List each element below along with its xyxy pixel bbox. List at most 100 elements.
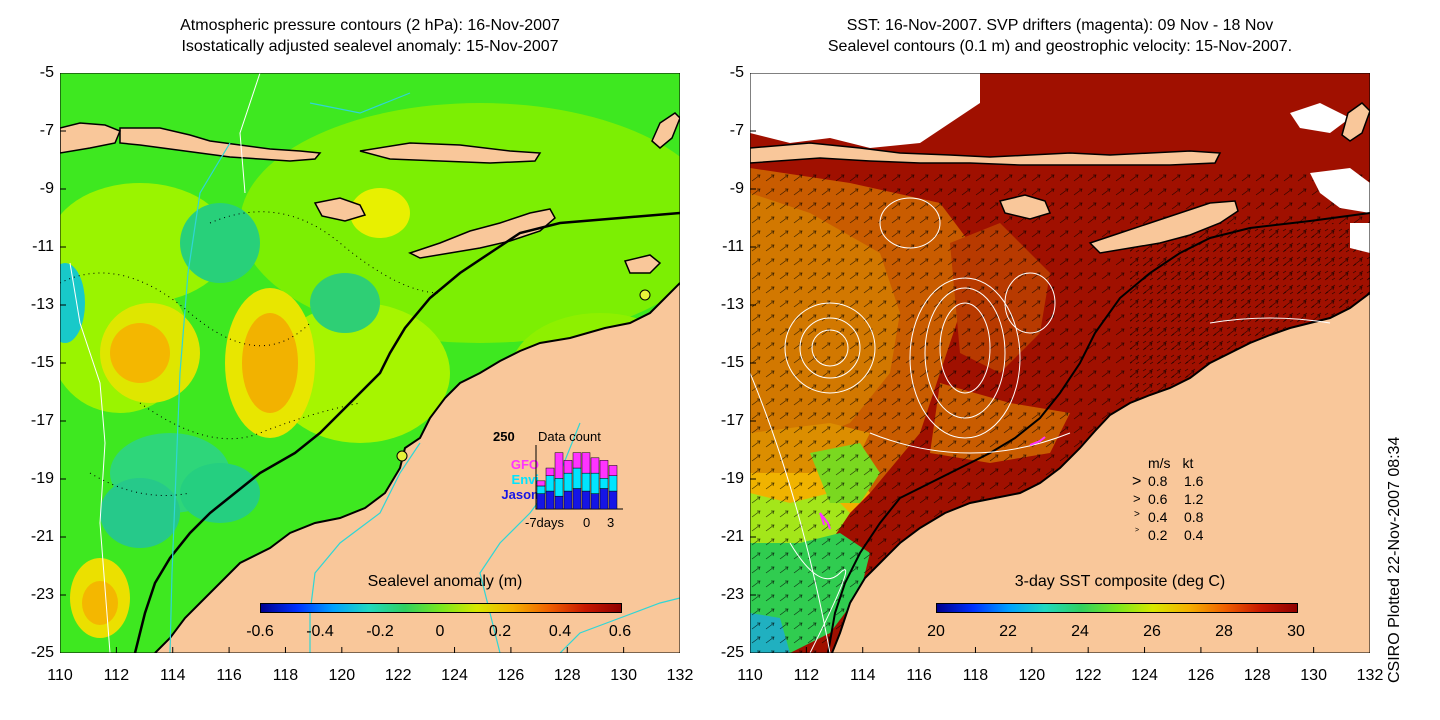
x-tick-label: 116 — [906, 667, 932, 684]
y-tick-label: -9 — [39, 180, 54, 197]
data-count-chart — [535, 445, 623, 510]
australia-land — [155, 283, 680, 653]
y-tick-label: -15 — [30, 354, 54, 371]
colorbar-tick-label: 0.4 — [548, 623, 572, 640]
colorbar-tick-label: -0.4 — [306, 623, 334, 640]
colorbar-tick-label: 0.6 — [608, 623, 632, 640]
x-tick-label: 114 — [159, 667, 186, 684]
y-tick-label: -25 — [30, 644, 54, 661]
velocity-kt: 1.2 — [1184, 491, 1204, 507]
bathymetry-contours — [169, 92, 680, 653]
x-tick-label: 124 — [1131, 667, 1158, 684]
y-tick-label: -5 — [729, 64, 744, 81]
x-tick-label: 126 — [1187, 667, 1215, 684]
tide-gauge-marker[interactable] — [639, 289, 651, 301]
tanimbar-island — [1341, 102, 1370, 142]
colorbar-tick-label: -0.6 — [246, 623, 274, 640]
bar-jason-day-1 — [590, 493, 600, 510]
shelf-edge-contour — [827, 212, 1370, 653]
x-tick-label: 118 — [272, 667, 299, 684]
x-tick-label: 128 — [553, 667, 581, 684]
right-y-ticks — [750, 73, 756, 653]
colorbar-tick-label: 20 — [927, 623, 945, 640]
bar-gfo-day1 — [608, 465, 618, 476]
bar-envi-day-7 — [536, 485, 546, 494]
colorbar-tick-label: 26 — [1143, 623, 1161, 640]
bar-gfo-day-3 — [572, 452, 582, 469]
velocity-legend: m/s kt >0.8 1.6 >0.6 1.2 >0.4 0.8 >0.2 0.4 — [1126, 455, 1236, 545]
x-tick-label: 124 — [441, 667, 468, 684]
data-count-x-label: 3 — [607, 515, 615, 530]
plot-credit: CSIRO Plotted 22-Nov-2007 08:34 — [1386, 436, 1403, 683]
unit-ms: m/s — [1148, 455, 1171, 471]
sumba-island — [998, 194, 1052, 220]
y-tick-label: -11 — [32, 238, 54, 255]
y-tick-label: -15 — [720, 354, 744, 371]
x-tick-label: 122 — [1074, 667, 1102, 684]
bar-gfo-day-1 — [590, 457, 600, 474]
left-panel-title: Atmospheric pressure contours (2 hPa): 1… — [60, 15, 680, 57]
bar-gfo-day-4 — [563, 460, 573, 474]
y-tick-label: -23 — [30, 586, 54, 603]
dotted-contours — [60, 211, 441, 496]
timor-island — [1088, 200, 1239, 254]
x-tick-label: 132 — [666, 667, 694, 684]
velocity-legend-row: >0.6 1.2 — [1126, 491, 1236, 509]
y-tick-label: -25 — [720, 644, 744, 661]
bar-envi-day-3 — [572, 467, 582, 489]
velocity-legend-header: m/s kt — [1148, 455, 1193, 471]
unit-kt: kt — [1182, 455, 1194, 471]
y-tick-label: -5 — [39, 64, 54, 81]
velocity-arrow-icon: > — [1133, 491, 1141, 506]
svp-drifter-tracks — [819, 436, 1046, 530]
velocity-legend-row: >0.4 0.8 — [1126, 509, 1236, 527]
sealevel-anomaly-map[interactable] — [60, 73, 680, 653]
y-tick-label: -7 — [39, 122, 54, 139]
x-tick-label: 116 — [216, 667, 242, 684]
data-count-legend: GFO Envi Jason — [489, 457, 539, 502]
velocity-kt: 0.4 — [1184, 527, 1204, 543]
flores-east-islands — [359, 142, 542, 164]
left-y-ticks — [60, 73, 66, 653]
coastline — [154, 282, 680, 653]
y-tick-label: -9 — [729, 180, 744, 197]
x-tick-label: 122 — [384, 667, 412, 684]
tide-gauge-marker[interactable] — [396, 450, 408, 462]
flores-islands — [750, 142, 1222, 166]
colorbar-tick-label: 22 — [999, 623, 1017, 640]
coastline — [831, 292, 1370, 653]
bar-jason-day-3 — [572, 488, 582, 510]
x-tick-label: 110 — [737, 667, 763, 684]
cape-island — [623, 254, 662, 274]
left-x-ticks — [60, 647, 680, 653]
y-tick-label: -13 — [720, 296, 744, 313]
y-tick-label: -7 — [729, 122, 744, 139]
sst-map[interactable] — [750, 73, 1370, 653]
shelf-edge-contour — [133, 211, 680, 653]
velocity-legend-row: >0.2 0.4 — [1126, 527, 1236, 545]
velocity-arrow-icon: > — [1135, 527, 1140, 534]
left-colorbar: Sealevel anomaly (m) -0.6 -0.4 -0.2 0 0.2 0.4… — [246, 573, 640, 643]
left-colorbar-ramp — [260, 603, 622, 613]
left-title-line2: Isostatically adjusted sealevel anomaly:… — [181, 38, 559, 55]
bar-jason-day-4 — [563, 490, 573, 510]
x-tick-label: 132 — [1356, 667, 1384, 684]
right-title-line1: SST: 16-Nov-2007. SVP drifters (magenta)… — [846, 17, 1274, 34]
legend-envi: Envi — [511, 472, 539, 487]
bar-envi-day-1 — [590, 472, 600, 494]
right-colorbar: 3-day SST composite (deg C) 20 22 24 26 28 30 — [927, 573, 1310, 643]
java-island — [60, 122, 121, 154]
data-count-x-labels: -7days 0 3 — [525, 515, 635, 531]
bar-jason-day1 — [608, 490, 618, 510]
data-count-title: Data count — [538, 429, 601, 444]
bar-gfo-day-5 — [554, 452, 564, 479]
bar-envi-day-6 — [545, 475, 555, 492]
y-tick-label: -17 — [30, 412, 54, 429]
velocity-ms: 0.8 — [1148, 473, 1168, 489]
velocity-kt: 1.6 — [1184, 473, 1204, 489]
tanimbar-island — [651, 112, 680, 149]
y-tick-label: -23 — [720, 586, 744, 603]
velocity-legend-row: >0.8 1.6 — [1126, 473, 1236, 491]
australia-land — [832, 293, 1370, 653]
bar-envi-day0 — [599, 478, 609, 489]
